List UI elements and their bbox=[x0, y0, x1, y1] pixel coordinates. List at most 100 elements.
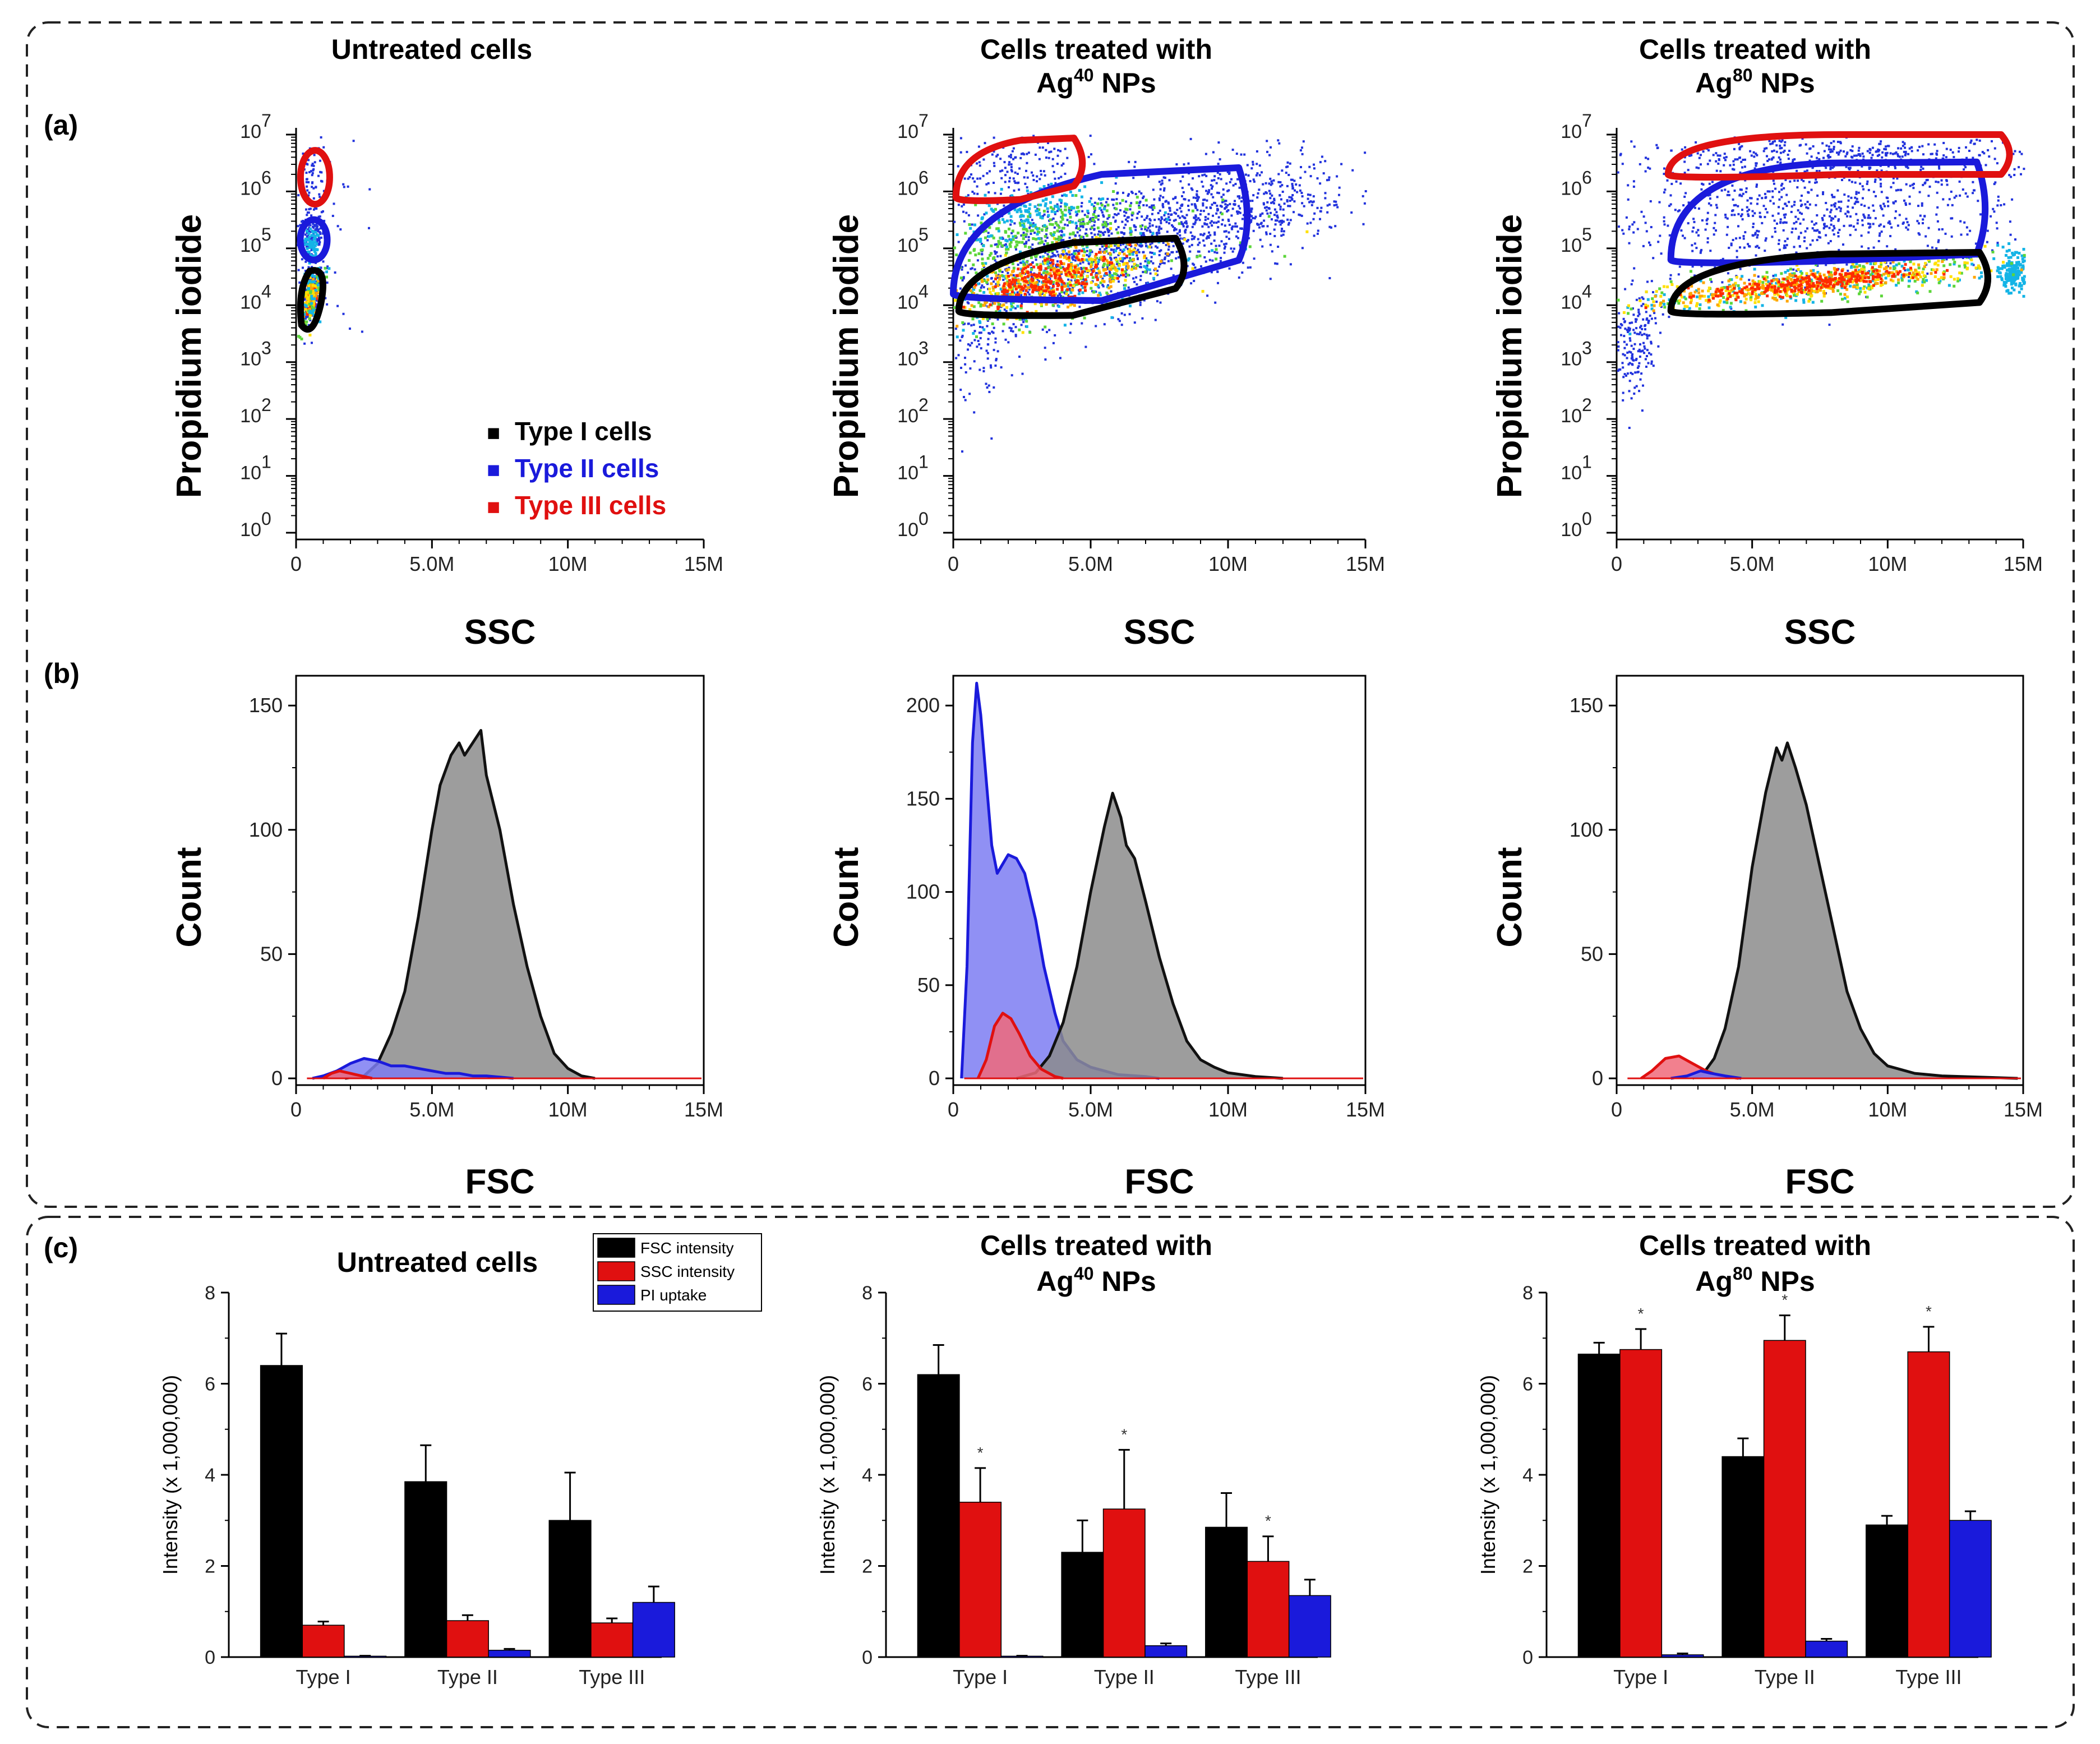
event-dot bbox=[1046, 266, 1050, 269]
event-dot bbox=[1744, 231, 1747, 234]
event-dot bbox=[1078, 189, 1081, 192]
x-axis-title: SSC bbox=[464, 613, 536, 652]
event-dot bbox=[308, 280, 312, 283]
event-dot bbox=[1010, 170, 1013, 173]
event-dot bbox=[306, 185, 308, 188]
event-dot bbox=[962, 276, 965, 279]
event-dot bbox=[1064, 172, 1067, 175]
event-dot bbox=[1062, 282, 1065, 285]
event-dot bbox=[1068, 253, 1071, 256]
event-dot bbox=[1120, 274, 1122, 276]
event-dot bbox=[1114, 207, 1118, 210]
event-dot bbox=[1165, 243, 1167, 246]
event-dot bbox=[1133, 224, 1136, 227]
event-dot bbox=[1050, 250, 1054, 252]
event-dot bbox=[1035, 209, 1038, 213]
event-dot bbox=[1239, 211, 1241, 214]
event-dot bbox=[981, 326, 984, 329]
event-dot bbox=[1096, 284, 1100, 288]
event-dot bbox=[1192, 177, 1194, 180]
event-dot bbox=[1115, 260, 1119, 263]
event-dot bbox=[1025, 320, 1028, 323]
event-dot bbox=[1008, 285, 1012, 289]
event-dot bbox=[1120, 257, 1124, 260]
event-dot bbox=[1080, 224, 1083, 227]
event-dot bbox=[1219, 173, 1221, 176]
event-dot bbox=[1037, 230, 1041, 234]
event-dot bbox=[1250, 215, 1253, 218]
event-dot bbox=[1118, 264, 1121, 267]
event-dot bbox=[1793, 246, 1796, 248]
event-dot bbox=[1099, 293, 1102, 297]
event-dot bbox=[1178, 230, 1181, 233]
event-dot bbox=[1263, 192, 1266, 195]
event-dot bbox=[1161, 182, 1164, 185]
event-dot bbox=[1194, 214, 1197, 217]
event-dot bbox=[1088, 249, 1092, 252]
event-dot bbox=[1059, 255, 1062, 258]
event-dot bbox=[308, 236, 311, 239]
event-dot bbox=[1037, 266, 1040, 269]
event-dot bbox=[1161, 179, 1164, 182]
event-dot bbox=[1078, 249, 1081, 252]
event-dot bbox=[1081, 291, 1084, 294]
event-dot bbox=[1215, 222, 1218, 224]
event-dot bbox=[1185, 220, 1188, 223]
event-dot bbox=[1193, 203, 1196, 206]
event-dot bbox=[955, 357, 958, 359]
event-dot bbox=[985, 349, 988, 352]
event-dot bbox=[1279, 194, 1281, 197]
event-dot bbox=[1714, 214, 1717, 216]
event-dot bbox=[1239, 244, 1241, 247]
event-dot bbox=[1333, 200, 1336, 203]
event-dot bbox=[1095, 275, 1098, 279]
event-dot bbox=[1683, 195, 1686, 198]
event-dot bbox=[1206, 236, 1209, 238]
event-dot bbox=[1177, 215, 1180, 218]
event-dot bbox=[1152, 206, 1156, 209]
event-dot bbox=[1667, 224, 1669, 227]
event-dot bbox=[1666, 179, 1669, 182]
event-dot bbox=[995, 359, 998, 362]
event-dot bbox=[993, 302, 996, 305]
tick-base: 10 bbox=[1561, 463, 1582, 484]
event-dot bbox=[1188, 245, 1191, 248]
title-ag-text: Ag bbox=[1695, 67, 1733, 99]
event-dot bbox=[991, 270, 995, 274]
event-dot bbox=[1196, 209, 1199, 211]
event-dot bbox=[1889, 235, 1892, 237]
event-dot bbox=[1059, 209, 1063, 211]
event-dot bbox=[1110, 276, 1114, 279]
event-dot bbox=[1041, 199, 1045, 202]
event-dot bbox=[1053, 272, 1056, 275]
event-dot bbox=[1830, 219, 1833, 222]
y-tick-label: 105 bbox=[240, 224, 271, 256]
event-dot bbox=[1160, 260, 1163, 263]
event-dot bbox=[308, 171, 311, 173]
event-dot bbox=[1085, 233, 1088, 236]
event-dot bbox=[1105, 291, 1109, 294]
event-dot bbox=[1110, 290, 1113, 293]
event-dot bbox=[1658, 201, 1661, 204]
event-dot bbox=[1695, 247, 1698, 250]
event-dot bbox=[1056, 203, 1059, 206]
event-dot bbox=[1238, 276, 1240, 279]
event-dot bbox=[1928, 185, 1931, 188]
event-dot bbox=[1067, 265, 1070, 268]
event-dot bbox=[1730, 307, 1733, 310]
event-dot bbox=[319, 231, 321, 233]
event-dot bbox=[305, 208, 307, 211]
legend-marker: ■ bbox=[487, 458, 500, 482]
event-dot bbox=[1007, 341, 1010, 344]
event-dot bbox=[1120, 271, 1124, 275]
event-dot bbox=[1160, 249, 1162, 252]
event-dot bbox=[979, 303, 982, 306]
event-dot bbox=[1026, 209, 1028, 212]
event-dot bbox=[1057, 207, 1060, 211]
tick-exponent: 0 bbox=[919, 509, 929, 529]
event-dot bbox=[1053, 294, 1056, 297]
event-dot bbox=[1059, 220, 1063, 224]
event-dot bbox=[1060, 176, 1063, 178]
event-dot bbox=[990, 252, 993, 255]
event-dot bbox=[1701, 219, 1704, 222]
